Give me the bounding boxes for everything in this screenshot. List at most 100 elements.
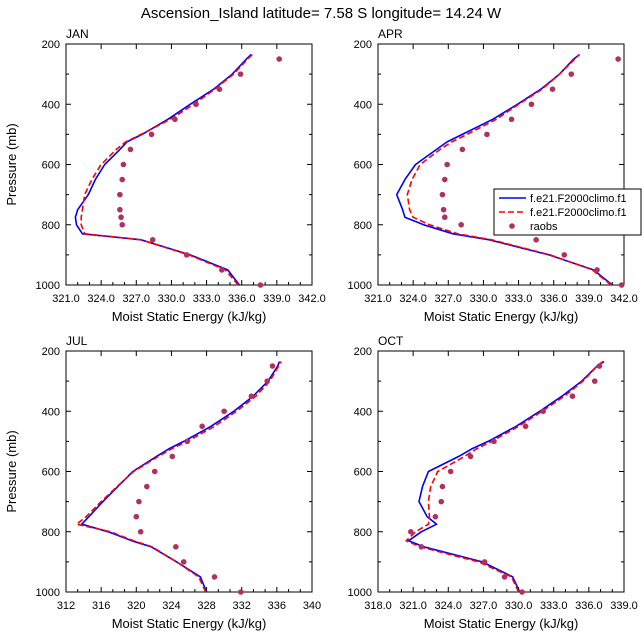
raobs-point: [432, 513, 439, 520]
x-tick-label: 328: [197, 600, 215, 612]
y-tick-label: 1000: [348, 587, 372, 599]
y-tick-label: 1000: [36, 280, 60, 292]
y-tick-label: 200: [42, 346, 60, 358]
raobs-point: [211, 574, 218, 580]
raobs-point: [439, 191, 446, 198]
x-tick-label: 324.0: [435, 600, 463, 612]
y-tick-label: 800: [42, 527, 60, 539]
legend-marker-dot: [509, 223, 515, 229]
x-tick-label: 318.0: [364, 600, 392, 612]
x-tick-label: 324.0: [87, 293, 115, 305]
raobs-point: [119, 221, 126, 228]
x-tick-label: 321.0: [364, 293, 392, 305]
x-tick-label: 330.0: [158, 293, 186, 305]
x-tick-label: 321.0: [399, 600, 427, 612]
x-tick-label: 339.0: [575, 293, 603, 305]
raobs-point: [481, 559, 488, 565]
x-tick-label: 312: [57, 600, 75, 612]
y-tick-label: 800: [354, 220, 372, 232]
raobs-point: [137, 528, 144, 535]
panel-title: APR: [378, 27, 403, 41]
raobs-point: [444, 161, 450, 168]
raobs-point: [519, 589, 525, 595]
x-tick-label: 327.0: [470, 600, 498, 612]
x-tick-label: 336.0: [575, 600, 603, 612]
x-tick-label: 333.0: [193, 293, 221, 305]
x-tick-label: 333.0: [505, 293, 533, 305]
y-tick-label: 400: [354, 406, 372, 418]
x-tick-label: 327.0: [435, 293, 463, 305]
raobs-point: [172, 116, 178, 123]
raobs-point: [216, 86, 223, 92]
y-tick-label: 200: [354, 346, 372, 358]
y-tick-label: 400: [42, 99, 60, 111]
raobs-point: [136, 498, 142, 505]
x-axis-label: Moist Static Energy (kJ/kg): [424, 309, 579, 324]
raobs-point: [458, 221, 464, 228]
x-tick-label: 324.0: [399, 293, 427, 305]
raobs-point: [491, 438, 497, 445]
y-axis-label: Pressure (mb): [4, 430, 19, 512]
y-tick-label: 600: [42, 160, 60, 172]
y-axis-label: Pressure (mb): [4, 123, 19, 205]
series-line-dashed: [75, 361, 282, 593]
raobs-point: [120, 161, 127, 168]
x-axis-label: Moist Static Energy (kJ/kg): [112, 309, 267, 324]
legend: f.e21.F2000climo.f1 f.e21.F2000climo.f1 ra…: [493, 188, 642, 236]
raobs-point: [596, 363, 603, 369]
x-tick-label: 336.0: [540, 293, 568, 305]
plot-frame: [377, 350, 625, 593]
raobs-point: [133, 513, 140, 520]
y-tick-label: 600: [354, 160, 372, 172]
raobs-point: [144, 483, 150, 490]
raobs-point: [484, 131, 490, 138]
series-line-dashed: [80, 53, 253, 286]
raobs-point: [199, 423, 205, 430]
raobs-point: [540, 408, 546, 415]
x-axis-label: Moist Static Energy (kJ/kg): [112, 616, 267, 631]
x-tick-label: 330.0: [505, 600, 533, 612]
raobs-point: [127, 146, 134, 153]
series-line-dashed: [406, 53, 612, 286]
y-tick-label: 400: [354, 99, 372, 111]
raobs-point: [459, 146, 466, 153]
raobs-point: [148, 131, 155, 138]
raobs-point: [149, 237, 156, 243]
raobs-point: [408, 528, 414, 535]
plot-frame: [65, 350, 313, 593]
y-tick-label: 1000: [36, 587, 60, 599]
x-tick-label: 340: [303, 600, 321, 612]
raobs-point: [238, 589, 244, 595]
x-tick-label: 336.0: [228, 293, 256, 305]
x-tick-label: 342.0: [298, 293, 326, 305]
panel-apr: 321.0 324.0 327.0 330.0 333.0 336.0 339.0 342.0…: [348, 27, 638, 324]
y-tick-label: 800: [42, 220, 60, 232]
raobs-point: [180, 559, 187, 565]
legend-label: raobs: [530, 221, 558, 233]
x-tick-label: 321.0: [52, 293, 80, 305]
figure-title: Ascension_Island latitude= 7.58 S longit…: [141, 5, 502, 22]
raobs-point: [257, 282, 264, 288]
x-tick-label: 330.0: [470, 293, 498, 305]
raobs-point: [528, 101, 535, 108]
raobs-point: [447, 468, 454, 475]
raobs-point: [615, 56, 621, 62]
raobs-point: [533, 237, 539, 243]
raobs-point: [276, 56, 283, 62]
raobs-point: [269, 363, 276, 369]
raobs-point: [439, 483, 446, 490]
panel-title: OCT: [378, 334, 404, 348]
raobs-point: [184, 438, 191, 445]
raobs-point: [591, 378, 598, 384]
raobs-point: [118, 214, 124, 221]
x-tick-label: 327.0: [123, 293, 151, 305]
legend-label: f.e21.F2000climo.f1: [530, 193, 627, 205]
x-tick-label: 339.0: [610, 600, 638, 612]
x-tick-label: 316: [92, 600, 110, 612]
x-tick-label: 339.0: [263, 293, 291, 305]
raobs-point: [501, 574, 508, 580]
plot-frame: [65, 43, 313, 286]
legend-label: f.e21.F2000climo.f1: [530, 207, 627, 219]
series-line-solid: [74, 53, 252, 286]
